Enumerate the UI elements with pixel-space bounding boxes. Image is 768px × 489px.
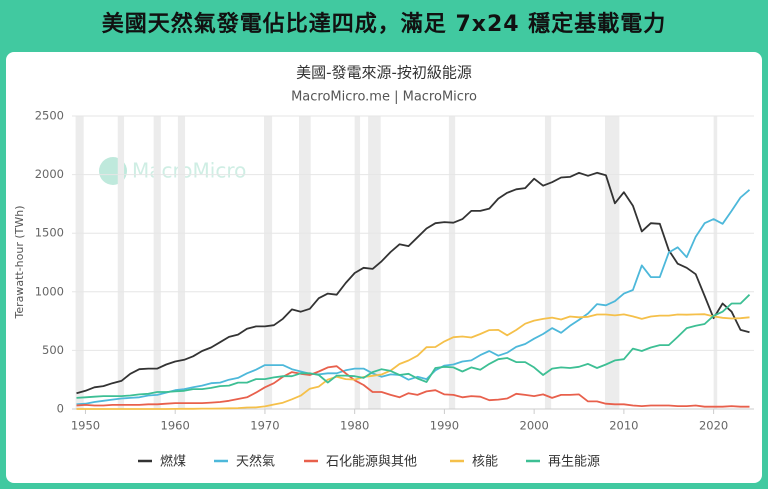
shaded-period xyxy=(299,116,311,409)
shaded-period xyxy=(448,116,456,409)
shaded-period xyxy=(153,116,161,409)
legend-label: 石化能源與其他 xyxy=(326,455,417,470)
shaded-period xyxy=(544,116,552,409)
series-line xyxy=(76,313,750,410)
x-tick-label: 1950 xyxy=(71,419,100,433)
y-tick-label: 500 xyxy=(42,343,64,357)
chart-panel xyxy=(6,52,762,483)
chart-subtitle: MacroMicro.me | MacroMicro xyxy=(291,90,477,105)
y-tick-label: 1000 xyxy=(35,284,64,298)
headline: 美國天然氣發電佔比達四成，滿足 7x24 穩定基載電力 xyxy=(101,12,667,37)
shaded-period xyxy=(713,116,718,409)
legend: 燃煤 天然氣 石化能源與其他 核能 再生能源 xyxy=(138,454,600,470)
shaded-period xyxy=(117,116,125,409)
shaded-period xyxy=(177,116,186,409)
shaded-period xyxy=(368,116,381,409)
series-line xyxy=(76,171,750,395)
shaded-period xyxy=(75,116,84,409)
y-tick-label: 1500 xyxy=(35,226,64,240)
shaded-period xyxy=(354,116,361,409)
x-tick-label: 1980 xyxy=(340,419,369,433)
series-line xyxy=(76,189,751,406)
y-tick-label: 2500 xyxy=(35,109,64,123)
legend-label: 天然氣 xyxy=(236,454,275,470)
x-tick-label: 2010 xyxy=(609,419,638,433)
y-axis-label: Terawatt-hour (TWh) xyxy=(13,205,26,319)
x-tick-label: 1970 xyxy=(250,419,279,433)
x-tick-label: 1990 xyxy=(430,419,459,433)
x-tick-label: 1960 xyxy=(161,419,190,433)
x-tick-label: 2000 xyxy=(520,419,549,433)
watermark: MacroMicro xyxy=(132,159,246,183)
shaded-period xyxy=(264,116,273,409)
chart-title: 美國-發電來源-按初級能源 xyxy=(296,64,472,82)
legend-label: 核能 xyxy=(472,455,498,470)
series-line xyxy=(76,365,750,408)
legend-label: 燃煤 xyxy=(160,454,186,470)
x-tick-label: 2020 xyxy=(699,419,728,433)
shaded-period xyxy=(605,116,620,409)
y-tick-label: 2000 xyxy=(35,167,64,181)
series-line xyxy=(76,294,751,399)
legend-label: 再生能源 xyxy=(548,455,600,470)
y-tick-label: 0 xyxy=(57,402,64,416)
